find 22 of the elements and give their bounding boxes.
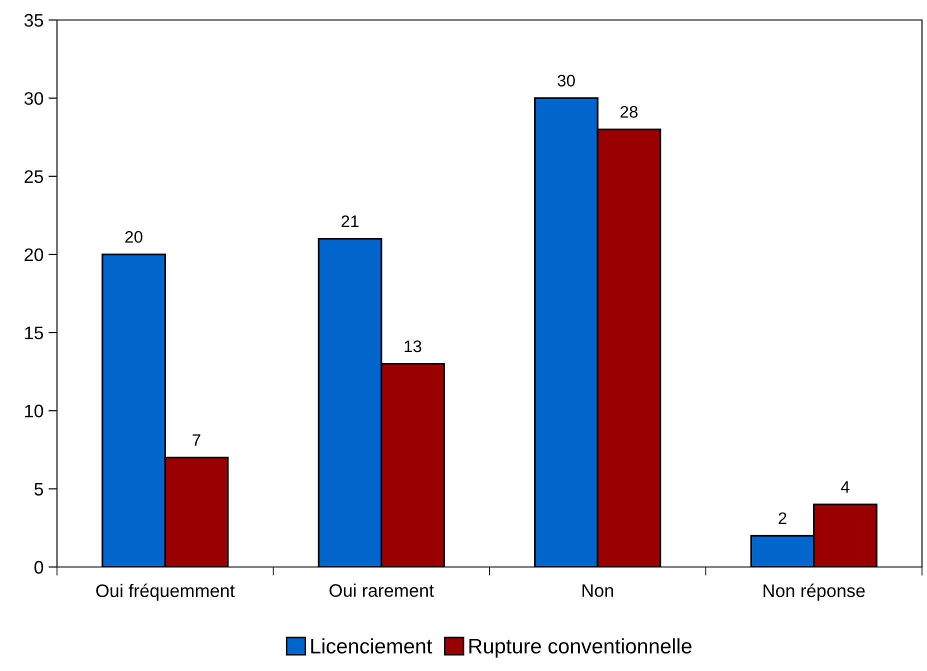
y-tick-label: 25 (24, 170, 44, 184)
data-label: 4 (840, 481, 850, 493)
y-tick-label: 35 (24, 14, 44, 27)
data-label: 2 (778, 512, 786, 524)
x-tick-label: Oui rarement (330, 584, 434, 597)
y-tick-label: 15 (25, 326, 44, 340)
data-label: 28 (620, 106, 638, 118)
data-label: 30 (558, 74, 575, 87)
legend-label: Rupture conventionnelle (469, 638, 692, 658)
x-tick-label: Non réponse (764, 584, 865, 601)
x-tick-label: Oui fréquemment (96, 584, 235, 601)
data-label: 21 (342, 215, 358, 228)
data-label: 20 (125, 231, 142, 243)
data-label: 13 (404, 340, 422, 352)
legend-label: Licenciement (311, 638, 432, 654)
y-tick-label: 5 (34, 482, 44, 496)
data-label: 7 (192, 434, 200, 446)
x-tick-label: Non (582, 584, 614, 597)
y-tick-label: 10 (25, 404, 44, 418)
y-tick-label: 0 (34, 560, 44, 574)
y-tick-label: 20 (24, 248, 44, 262)
y-tick-label: 30 (24, 92, 44, 105)
